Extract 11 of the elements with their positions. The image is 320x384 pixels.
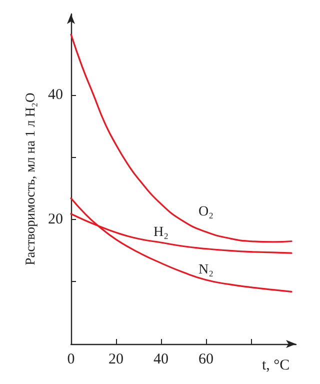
x-tick-label: 0 xyxy=(67,352,75,368)
series-label: H₂ xyxy=(154,225,169,240)
series-label: N₂ xyxy=(198,262,214,278)
line-series xyxy=(70,198,292,292)
x-tick-label: 20 xyxy=(108,352,124,368)
x-axis-title: t, °C xyxy=(262,358,290,374)
x-tick-label: 40 xyxy=(154,352,168,368)
series-label: O₂ xyxy=(198,204,214,220)
x-tick-label: 60 xyxy=(198,352,214,368)
line-series xyxy=(70,34,292,243)
y-axis-title: Растворимость, мл на 1 л H₂O xyxy=(22,92,38,266)
